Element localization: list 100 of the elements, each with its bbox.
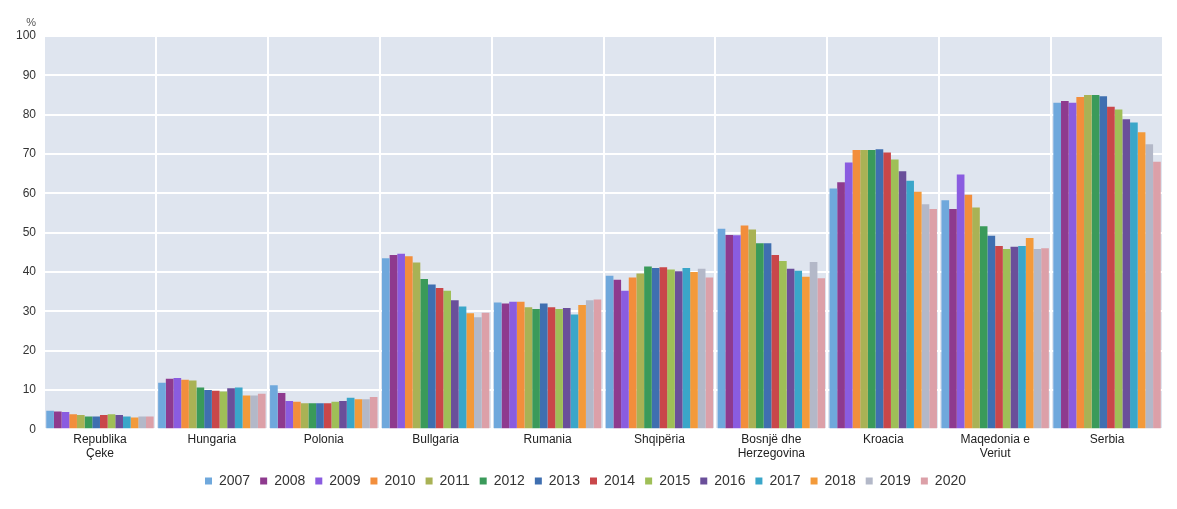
bar xyxy=(1002,249,1011,429)
bar xyxy=(173,378,182,429)
y-tick-label: 80 xyxy=(22,106,37,121)
bar xyxy=(628,277,637,429)
bar xyxy=(420,279,428,429)
bar xyxy=(906,180,914,429)
bar xyxy=(331,401,340,429)
bar xyxy=(493,302,502,429)
bar xyxy=(1137,132,1146,429)
bar xyxy=(802,276,810,429)
bar xyxy=(829,188,838,429)
legend-label: 2017 xyxy=(769,471,801,488)
bar xyxy=(682,267,691,429)
bar xyxy=(1107,106,1115,429)
bar xyxy=(481,312,490,429)
bar xyxy=(1025,238,1034,429)
x-tick-label: Maqedonia e Veriut xyxy=(960,431,1031,461)
y-tick-label: 70 xyxy=(22,146,37,161)
bar xyxy=(585,300,594,429)
bar xyxy=(381,258,390,429)
bar xyxy=(427,284,436,429)
bar xyxy=(458,306,467,429)
bar xyxy=(204,389,212,429)
bar xyxy=(898,171,907,429)
bar xyxy=(234,387,243,429)
bar xyxy=(1145,144,1154,429)
bar xyxy=(165,378,174,429)
bar xyxy=(300,403,309,429)
bar xyxy=(188,380,197,429)
legend-label: 2011 xyxy=(439,471,470,488)
bar xyxy=(92,416,100,429)
y-tick-label: 30 xyxy=(22,303,37,318)
bar xyxy=(146,416,154,429)
legend-label: 2009 xyxy=(329,471,361,488)
bar xyxy=(1041,248,1049,429)
bar xyxy=(69,414,77,429)
bar xyxy=(501,303,510,429)
bar xyxy=(578,304,586,429)
bar xyxy=(995,245,1003,429)
bar xyxy=(1076,96,1085,429)
bar xyxy=(277,393,286,429)
y-tick-label: 40 xyxy=(22,264,37,279)
legend-label: 2008 xyxy=(274,471,306,488)
bar xyxy=(817,278,826,429)
bar xyxy=(621,290,629,429)
bar xyxy=(122,416,131,429)
bar xyxy=(1018,245,1026,429)
bar xyxy=(219,391,228,429)
bar xyxy=(779,260,787,429)
legend-label: 2018 xyxy=(824,471,856,488)
bar xyxy=(1114,109,1123,429)
bar xyxy=(837,182,845,429)
bar xyxy=(717,228,726,429)
bar xyxy=(196,387,205,429)
bar xyxy=(1010,246,1019,429)
bar xyxy=(562,308,571,429)
bar xyxy=(763,243,772,429)
bar xyxy=(293,401,301,429)
y-tick-label: 50 xyxy=(22,224,37,239)
x-tick-label: Rumania xyxy=(523,431,572,446)
bar xyxy=(748,229,757,429)
bar xyxy=(1033,249,1042,429)
bar xyxy=(404,256,413,429)
bar xyxy=(61,411,70,429)
bar xyxy=(860,150,868,429)
y-tick-label: 20 xyxy=(22,342,37,357)
x-tick-label: Serbia xyxy=(1089,431,1125,446)
bar xyxy=(570,314,579,429)
bar xyxy=(794,270,803,429)
bar xyxy=(158,382,166,429)
y-tick-label: 10 xyxy=(22,382,37,397)
bar xyxy=(605,275,614,429)
bar xyxy=(285,400,294,429)
legend-label: 2016 xyxy=(714,471,746,488)
bar xyxy=(651,267,660,429)
bar xyxy=(1153,161,1161,429)
bar xyxy=(323,403,332,429)
bar xyxy=(667,269,675,429)
bar xyxy=(979,226,988,429)
legend-label: 2019 xyxy=(879,471,912,488)
bar xyxy=(972,207,980,429)
bar xyxy=(725,234,733,429)
bar xyxy=(539,303,548,429)
bar xyxy=(1091,94,1100,429)
x-tick-label: Republika Çeke xyxy=(73,431,127,461)
bar xyxy=(354,399,363,429)
y-tick-label: 90 xyxy=(22,67,37,82)
bar xyxy=(867,150,876,429)
legend-label: 2010 xyxy=(384,471,416,488)
bar xyxy=(844,162,853,429)
y-axis-title: % xyxy=(26,15,37,28)
bar xyxy=(211,390,220,429)
bar xyxy=(53,411,62,429)
bar xyxy=(389,255,398,429)
bar xyxy=(524,307,533,429)
bar xyxy=(697,268,706,429)
bar xyxy=(809,262,818,429)
legend-label: 2012 xyxy=(493,471,526,488)
bar xyxy=(756,243,764,429)
bar xyxy=(115,415,123,429)
